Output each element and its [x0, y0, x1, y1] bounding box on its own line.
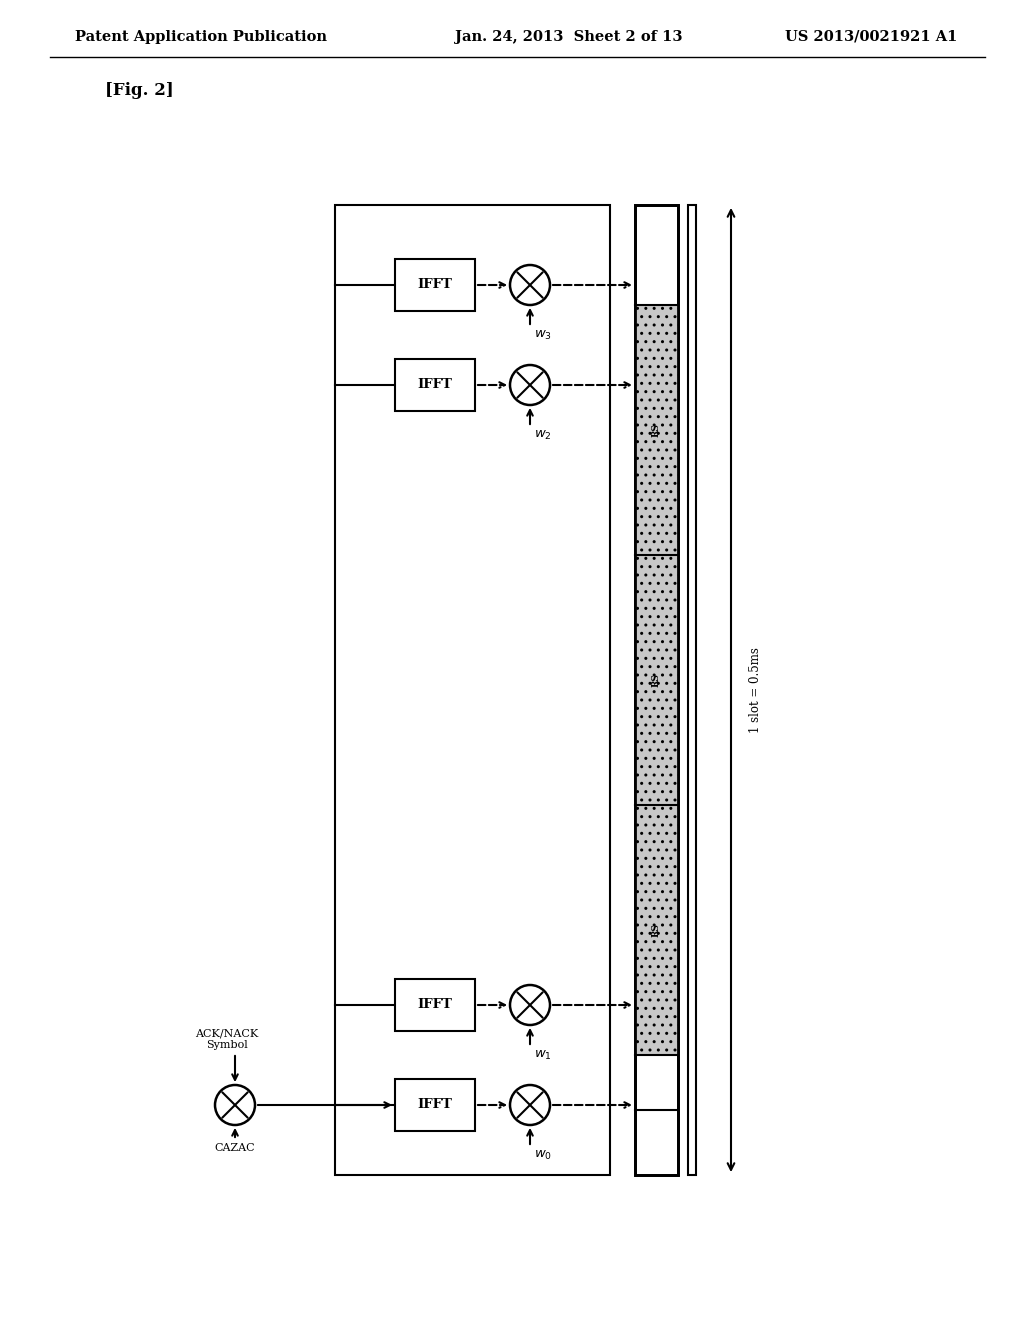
Text: US 2013/0021921 A1: US 2013/0021921 A1 [785, 30, 957, 44]
Text: $w_0$: $w_0$ [534, 1148, 552, 1162]
Text: $w_3$: $w_3$ [534, 329, 552, 342]
Text: Patent Application Publication: Patent Application Publication [75, 30, 327, 44]
Text: Jan. 24, 2013  Sheet 2 of 13: Jan. 24, 2013 Sheet 2 of 13 [455, 30, 683, 44]
Bar [395, 359, 475, 411]
Bar [688, 205, 696, 1175]
Text: 1 slot = 0.5ms: 1 slot = 0.5ms [749, 647, 762, 733]
Text: IFFT: IFFT [418, 279, 453, 292]
Text: $w_2$: $w_2$ [534, 429, 552, 442]
Bar [395, 979, 475, 1031]
Text: IFFT: IFFT [418, 1098, 453, 1111]
Text: IFFT: IFFT [418, 379, 453, 392]
Text: CAZAC: CAZAC [215, 1143, 255, 1152]
Bar [635, 205, 678, 1175]
Text: $w_1$: $w_1$ [534, 1049, 552, 1063]
Text: RS: RS [652, 673, 662, 686]
Bar [635, 554, 678, 805]
Bar [635, 205, 678, 1175]
Bar [635, 805, 678, 1055]
Bar [335, 205, 610, 1175]
Text: IFFT: IFFT [418, 998, 453, 1011]
Bar [395, 259, 475, 312]
Bar [635, 305, 678, 554]
Text: ACK/NACK
Symbol: ACK/NACK Symbol [196, 1028, 259, 1049]
Text: RS: RS [652, 923, 662, 937]
Text: [Fig. 2]: [Fig. 2] [105, 82, 174, 99]
Bar [395, 1078, 475, 1131]
Text: RS: RS [652, 424, 662, 437]
